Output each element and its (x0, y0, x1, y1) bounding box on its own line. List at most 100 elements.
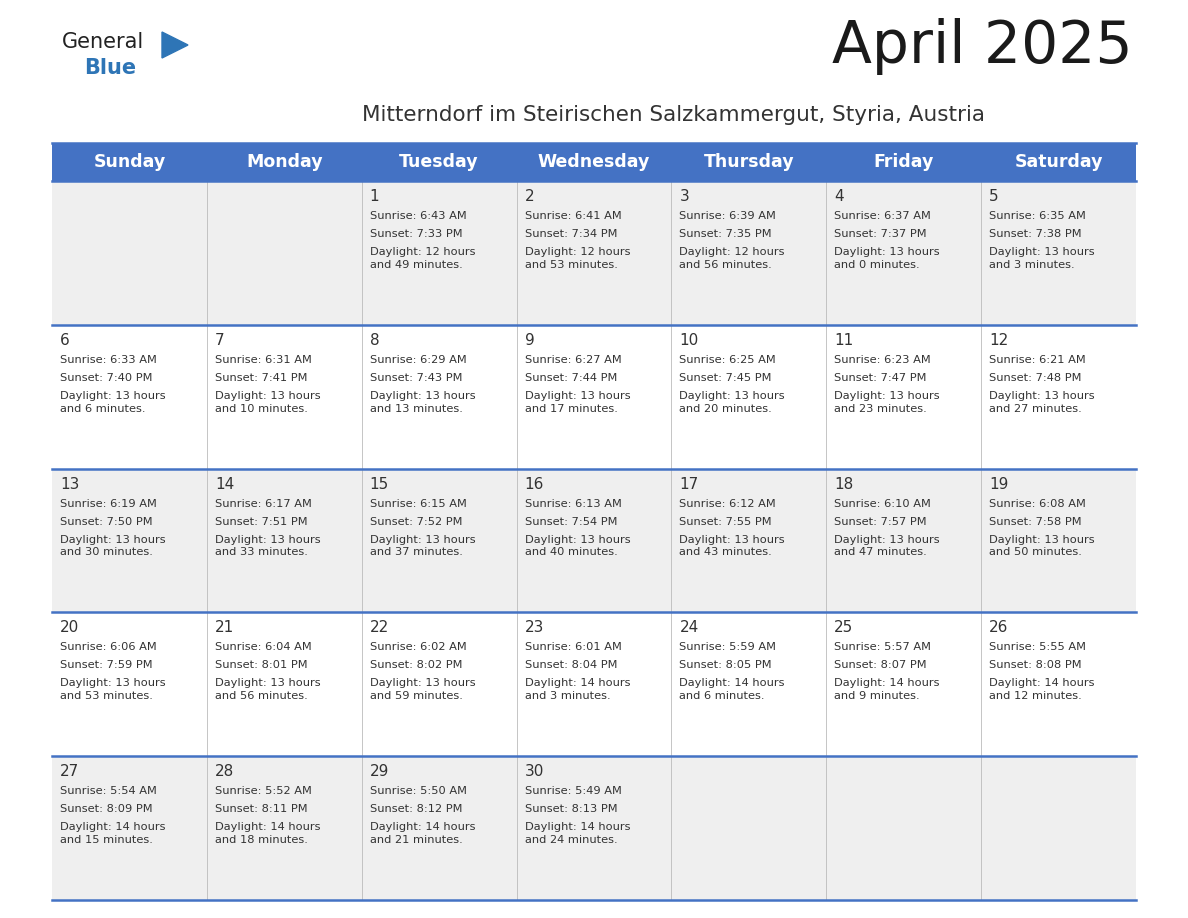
Text: Sunrise: 5:49 AM: Sunrise: 5:49 AM (525, 786, 621, 796)
Text: Sunset: 8:05 PM: Sunset: 8:05 PM (680, 660, 772, 670)
Text: Sunset: 7:51 PM: Sunset: 7:51 PM (215, 517, 308, 527)
Text: Daylight: 13 hours
and 50 minutes.: Daylight: 13 hours and 50 minutes. (990, 534, 1095, 557)
Text: 13: 13 (61, 476, 80, 492)
Bar (52, 325, 1136, 468)
Text: Daylight: 14 hours
and 12 minutes.: Daylight: 14 hours and 12 minutes. (990, 678, 1094, 701)
Text: 22: 22 (369, 621, 388, 635)
Text: Sunset: 7:55 PM: Sunset: 7:55 PM (680, 517, 772, 527)
Text: Sunrise: 6:12 AM: Sunrise: 6:12 AM (680, 498, 776, 509)
Text: Sunset: 7:44 PM: Sunset: 7:44 PM (525, 373, 617, 383)
Text: Sunrise: 6:31 AM: Sunrise: 6:31 AM (215, 354, 311, 364)
Text: Daylight: 13 hours
and 59 minutes.: Daylight: 13 hours and 59 minutes. (369, 678, 475, 701)
Text: Sunset: 8:08 PM: Sunset: 8:08 PM (990, 660, 1082, 670)
Bar (52, 143, 1136, 181)
Text: Daylight: 14 hours
and 18 minutes.: Daylight: 14 hours and 18 minutes. (215, 823, 321, 845)
Text: Sunset: 7:45 PM: Sunset: 7:45 PM (680, 373, 772, 383)
Text: 15: 15 (369, 476, 388, 492)
Text: Sunset: 7:43 PM: Sunset: 7:43 PM (369, 373, 462, 383)
Text: Daylight: 13 hours
and 53 minutes.: Daylight: 13 hours and 53 minutes. (61, 678, 165, 701)
Text: Sunrise: 6:27 AM: Sunrise: 6:27 AM (525, 354, 621, 364)
Text: Sunset: 7:57 PM: Sunset: 7:57 PM (834, 517, 927, 527)
Text: Blue: Blue (84, 58, 137, 78)
Polygon shape (162, 32, 188, 58)
Text: Daylight: 14 hours
and 6 minutes.: Daylight: 14 hours and 6 minutes. (680, 678, 785, 701)
Text: Sunrise: 5:54 AM: Sunrise: 5:54 AM (61, 786, 157, 796)
Text: 7: 7 (215, 333, 225, 348)
Text: Sunset: 8:12 PM: Sunset: 8:12 PM (369, 804, 462, 814)
Text: Sunset: 7:37 PM: Sunset: 7:37 PM (834, 229, 927, 239)
Text: Sunrise: 5:50 AM: Sunrise: 5:50 AM (369, 786, 467, 796)
Text: 14: 14 (215, 476, 234, 492)
Text: Daylight: 12 hours
and 56 minutes.: Daylight: 12 hours and 56 minutes. (680, 247, 785, 270)
Text: 23: 23 (525, 621, 544, 635)
Bar (52, 181, 1136, 325)
Text: Sunset: 8:09 PM: Sunset: 8:09 PM (61, 804, 152, 814)
Text: 3: 3 (680, 189, 689, 204)
Text: 20: 20 (61, 621, 80, 635)
Text: Sunset: 7:54 PM: Sunset: 7:54 PM (525, 517, 617, 527)
Text: 16: 16 (525, 476, 544, 492)
Text: 12: 12 (990, 333, 1009, 348)
Text: 17: 17 (680, 476, 699, 492)
Text: 27: 27 (61, 764, 80, 779)
Text: Sunrise: 6:29 AM: Sunrise: 6:29 AM (369, 354, 467, 364)
Text: Sunset: 7:52 PM: Sunset: 7:52 PM (369, 517, 462, 527)
Bar (52, 756, 1136, 900)
Text: 4: 4 (834, 189, 843, 204)
Text: Sunrise: 5:52 AM: Sunrise: 5:52 AM (215, 786, 311, 796)
Text: 21: 21 (215, 621, 234, 635)
Text: Daylight: 12 hours
and 53 minutes.: Daylight: 12 hours and 53 minutes. (525, 247, 630, 270)
Text: Sunset: 8:01 PM: Sunset: 8:01 PM (215, 660, 308, 670)
Text: 10: 10 (680, 333, 699, 348)
Bar (52, 612, 1136, 756)
Text: Sunrise: 6:10 AM: Sunrise: 6:10 AM (834, 498, 931, 509)
Text: Daylight: 13 hours
and 27 minutes.: Daylight: 13 hours and 27 minutes. (990, 391, 1095, 414)
Text: Sunset: 7:33 PM: Sunset: 7:33 PM (369, 229, 462, 239)
Text: Sunrise: 6:37 AM: Sunrise: 6:37 AM (834, 211, 931, 221)
Text: Sunrise: 6:13 AM: Sunrise: 6:13 AM (525, 498, 621, 509)
Text: Sunset: 7:40 PM: Sunset: 7:40 PM (61, 373, 152, 383)
Text: Daylight: 14 hours
and 3 minutes.: Daylight: 14 hours and 3 minutes. (525, 678, 630, 701)
Text: Sunrise: 6:43 AM: Sunrise: 6:43 AM (369, 211, 467, 221)
Text: Sunrise: 6:15 AM: Sunrise: 6:15 AM (369, 498, 467, 509)
Text: Sunset: 7:50 PM: Sunset: 7:50 PM (61, 517, 152, 527)
Text: Sunset: 7:48 PM: Sunset: 7:48 PM (990, 373, 1081, 383)
Text: 30: 30 (525, 764, 544, 779)
Text: Sunset: 7:47 PM: Sunset: 7:47 PM (834, 373, 927, 383)
Text: Daylight: 13 hours
and 56 minutes.: Daylight: 13 hours and 56 minutes. (215, 678, 321, 701)
Text: Daylight: 14 hours
and 24 minutes.: Daylight: 14 hours and 24 minutes. (525, 823, 630, 845)
Text: Sunrise: 6:41 AM: Sunrise: 6:41 AM (525, 211, 621, 221)
Text: Sunrise: 6:25 AM: Sunrise: 6:25 AM (680, 354, 776, 364)
Text: Tuesday: Tuesday (399, 153, 479, 171)
Text: Sunrise: 6:08 AM: Sunrise: 6:08 AM (990, 498, 1086, 509)
Text: Daylight: 13 hours
and 33 minutes.: Daylight: 13 hours and 33 minutes. (215, 534, 321, 557)
Text: Sunrise: 6:19 AM: Sunrise: 6:19 AM (61, 498, 157, 509)
Text: Sunrise: 6:01 AM: Sunrise: 6:01 AM (525, 643, 621, 653)
Text: Daylight: 13 hours
and 3 minutes.: Daylight: 13 hours and 3 minutes. (990, 247, 1095, 270)
Text: April 2025: April 2025 (833, 18, 1133, 75)
Text: Sunrise: 6:33 AM: Sunrise: 6:33 AM (61, 354, 157, 364)
Text: Sunrise: 6:17 AM: Sunrise: 6:17 AM (215, 498, 311, 509)
Text: Sunrise: 5:59 AM: Sunrise: 5:59 AM (680, 643, 777, 653)
Text: Sunrise: 6:04 AM: Sunrise: 6:04 AM (215, 643, 311, 653)
Text: Daylight: 14 hours
and 9 minutes.: Daylight: 14 hours and 9 minutes. (834, 678, 940, 701)
Text: Daylight: 13 hours
and 43 minutes.: Daylight: 13 hours and 43 minutes. (680, 534, 785, 557)
Text: 24: 24 (680, 621, 699, 635)
Text: 29: 29 (369, 764, 390, 779)
Text: 28: 28 (215, 764, 234, 779)
Text: Sunrise: 6:35 AM: Sunrise: 6:35 AM (990, 211, 1086, 221)
Text: 2: 2 (525, 189, 535, 204)
Text: Monday: Monday (246, 153, 323, 171)
Text: Friday: Friday (873, 153, 934, 171)
Text: Wednesday: Wednesday (538, 153, 650, 171)
Text: Daylight: 13 hours
and 0 minutes.: Daylight: 13 hours and 0 minutes. (834, 247, 940, 270)
Text: 6: 6 (61, 333, 70, 348)
Text: Daylight: 13 hours
and 17 minutes.: Daylight: 13 hours and 17 minutes. (525, 391, 630, 414)
Text: 8: 8 (369, 333, 379, 348)
Text: Sunday: Sunday (94, 153, 165, 171)
Bar (52, 468, 1136, 612)
Text: Sunset: 8:04 PM: Sunset: 8:04 PM (525, 660, 617, 670)
Text: Sunrise: 6:21 AM: Sunrise: 6:21 AM (990, 354, 1086, 364)
Text: Thursday: Thursday (703, 153, 794, 171)
Text: Daylight: 13 hours
and 23 minutes.: Daylight: 13 hours and 23 minutes. (834, 391, 940, 414)
